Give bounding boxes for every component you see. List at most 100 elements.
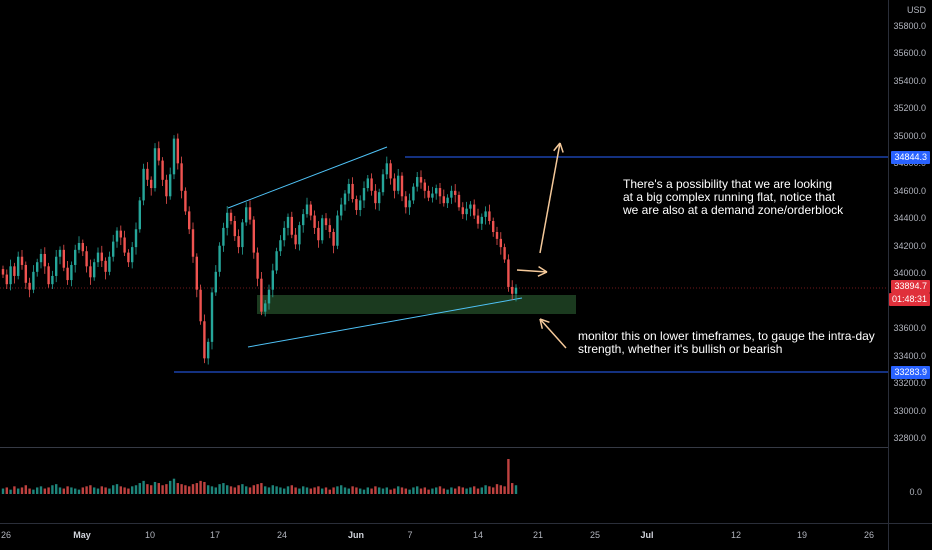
bottom-annotation-text[interactable]: monitor this on lower timeframes, to gau…	[578, 329, 875, 356]
candle-body	[43, 253, 46, 267]
candle-body	[66, 267, 69, 281]
candle-body	[237, 236, 240, 248]
candle-body	[47, 266, 50, 285]
candle-body	[260, 278, 263, 312]
volume-bar	[58, 487, 62, 494]
price-tick: 34000.0	[893, 268, 926, 279]
pane-separator[interactable]	[0, 447, 889, 448]
volume-bar	[161, 485, 164, 494]
volume-bar	[248, 487, 252, 494]
volume-bar	[237, 485, 240, 494]
volume-bar	[305, 487, 309, 494]
candle-body	[279, 240, 282, 252]
candle-body	[85, 251, 88, 267]
candle-body	[172, 138, 176, 175]
bottom-note-arrow[interactable]	[539, 318, 567, 349]
volume-bar	[123, 487, 126, 494]
top-annotation-text[interactable]: There's a possibility that we are lookin…	[623, 177, 844, 217]
candle-body	[476, 215, 480, 224]
candle-body	[146, 168, 149, 180]
time-tick: Jul	[640, 530, 654, 540]
price-axis[interactable]: USD	[888, 0, 932, 550]
volume-bar	[85, 486, 88, 494]
volume-bar	[416, 486, 419, 494]
volume-bar	[457, 486, 461, 494]
candle-body	[298, 225, 301, 245]
volume-bar	[260, 483, 263, 494]
candle-body	[226, 212, 229, 228]
candle-body	[74, 249, 77, 265]
volume-bar	[165, 484, 168, 494]
volume-bar	[218, 484, 221, 494]
volume-bar	[66, 486, 69, 494]
candle-body	[199, 289, 202, 322]
time-tick: May	[73, 530, 91, 540]
candle-body	[286, 216, 290, 228]
volume-bar	[131, 486, 134, 494]
candle-body	[511, 286, 514, 294]
price-tick: 33400.0	[893, 350, 926, 361]
candle-body	[5, 274, 8, 285]
volume-bar	[313, 487, 316, 494]
candle-body	[305, 204, 309, 215]
candle-body	[169, 174, 172, 197]
candle-body	[62, 249, 65, 268]
volume-bar	[9, 489, 12, 494]
volume-bar	[43, 488, 46, 494]
support-price-tag: 33283.9	[891, 366, 930, 379]
volume-bar	[499, 485, 502, 494]
candle-body	[39, 253, 43, 263]
time-tick: 7	[407, 530, 413, 540]
volume-bar	[226, 485, 229, 494]
time-tick: 10	[144, 530, 156, 540]
volume-bar	[36, 487, 39, 494]
candle-body	[36, 262, 39, 272]
candle-body	[81, 242, 84, 252]
volume-bar	[252, 485, 255, 494]
candle-body	[499, 238, 502, 248]
volume-bar	[245, 486, 248, 494]
volume-axis-label: 0.0	[909, 487, 922, 497]
volume-bar	[195, 483, 198, 494]
bullish-arrow-up[interactable]	[539, 142, 564, 254]
candle-body	[408, 200, 411, 208]
volume-bar	[96, 488, 100, 494]
volume-bar	[104, 487, 107, 494]
candle-body	[431, 193, 434, 198]
volume-bar	[20, 487, 24, 494]
demand-zone	[257, 295, 576, 314]
candle-body	[385, 163, 388, 175]
volume-bar	[408, 489, 411, 494]
candle-body	[176, 138, 179, 164]
volume-bar	[267, 487, 271, 494]
sideways-arrow-right[interactable]	[516, 265, 548, 277]
volume-bar	[355, 487, 358, 494]
volume-bar	[381, 488, 385, 494]
candle-body	[96, 252, 100, 263]
candle-body	[150, 179, 153, 189]
candle-body	[184, 190, 187, 212]
candle-body	[484, 211, 487, 217]
candle-body	[115, 230, 119, 242]
volume-bar	[1, 488, 5, 494]
volume-bar	[108, 488, 111, 494]
volume-bar	[271, 485, 274, 494]
candle-body	[123, 237, 126, 253]
volume-bar	[203, 481, 206, 494]
price-tick: 34600.0	[893, 185, 926, 196]
time-tick: 25	[589, 530, 601, 540]
candle-body	[70, 264, 73, 281]
volume-bar	[51, 485, 54, 494]
time-tick: 14	[472, 530, 484, 540]
price-chart[interactable]	[0, 0, 889, 550]
candle-body	[138, 200, 141, 230]
candle-body	[366, 178, 369, 189]
time-tick: Jun	[347, 530, 365, 540]
candle-body	[359, 200, 362, 211]
price-tick: 35400.0	[893, 75, 926, 86]
candle-body	[290, 216, 293, 235]
candle-body	[374, 190, 377, 204]
volume-bar	[461, 487, 464, 494]
volume-bar	[351, 486, 354, 494]
